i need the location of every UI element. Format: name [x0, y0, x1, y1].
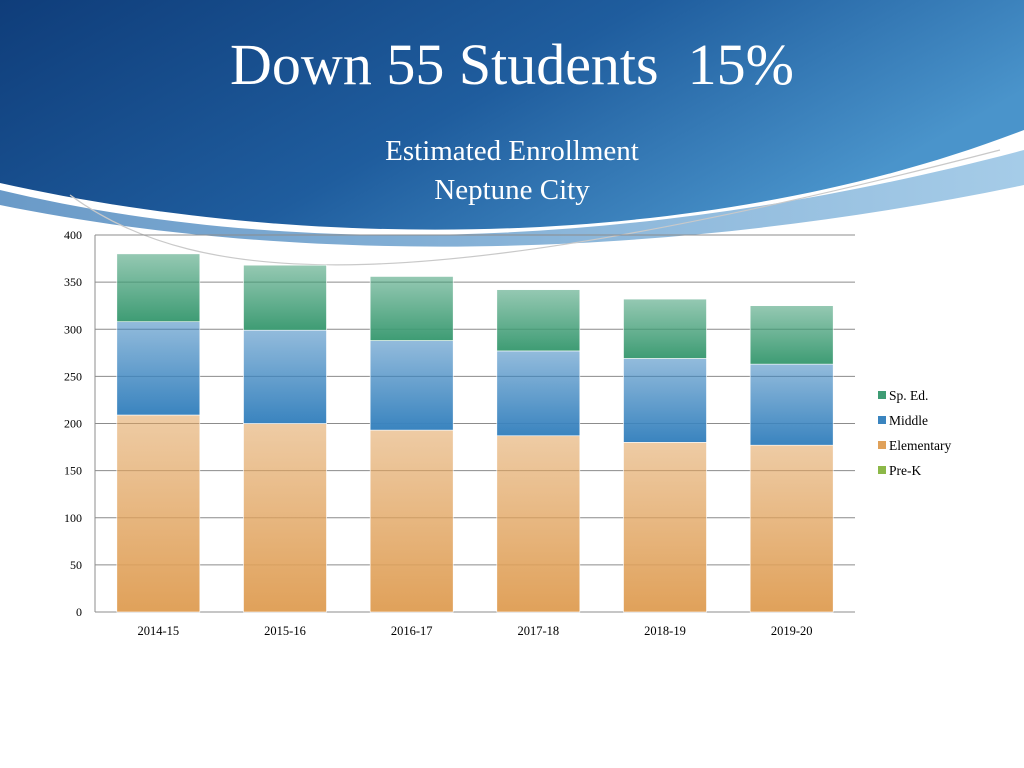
bar-stacks: [116, 253, 834, 613]
legend: Sp. Ed. Middle Elementary Pre-K: [878, 388, 951, 478]
y-tick-label: 50: [70, 558, 82, 572]
legend-swatch: [878, 416, 886, 424]
x-tick-label: 2016-17: [391, 624, 433, 638]
header-banner: [0, 0, 1024, 230]
y-tick-label: 250: [64, 369, 82, 383]
y-axis-ticks: 0 50 100 150 200 250 300 350 400: [64, 228, 82, 619]
y-tick-label: 200: [64, 417, 82, 431]
y-tick-label: 350: [64, 275, 82, 289]
slide-title: Down 55 Students 15%: [230, 32, 794, 97]
legend-swatch: [878, 466, 886, 474]
y-tick-label: 100: [64, 511, 82, 525]
legend-label: Pre-K: [889, 463, 921, 478]
y-tick-label: 150: [64, 464, 82, 478]
x-tick-label: 2019-20: [771, 624, 813, 638]
bar-segment-middle: [749, 363, 834, 446]
x-tick-label: 2015-16: [264, 624, 306, 638]
legend-swatch: [878, 441, 886, 449]
gridlines: [94, 234, 855, 613]
bar-segment-sp-ed-: [116, 253, 201, 323]
x-tick-label: 2014-15: [137, 624, 179, 638]
bar-segment-elementary: [369, 429, 454, 613]
bar-segment-middle: [243, 329, 327, 424]
bar-segment-elementary: [749, 444, 834, 613]
bar-segment-elementary: [496, 435, 581, 613]
bar-segment-elementary: [243, 423, 327, 613]
y-tick-label: 0: [76, 605, 82, 619]
bar-segment-sp-ed-: [623, 298, 707, 359]
bar-segment-sp-ed-: [749, 305, 834, 365]
legend-swatch: [878, 391, 886, 399]
bar-segment-middle: [496, 350, 581, 437]
bar-segment-middle: [369, 340, 454, 431]
x-axis-ticks: 2014-15 2015-16 2016-17 2017-18 2018-19 2019-…: [137, 624, 812, 638]
legend-label: Middle: [889, 413, 928, 428]
bar-segment-elementary: [116, 414, 201, 613]
y-tick-label: 400: [64, 228, 82, 242]
legend-label: Sp. Ed.: [889, 388, 928, 403]
bar-segment-middle: [116, 321, 201, 416]
x-tick-label: 2018-19: [644, 624, 686, 638]
y-tick-label: 300: [64, 322, 82, 336]
chart-subtitle: Neptune City: [434, 174, 590, 206]
header-swoosh-light: [0, 150, 1024, 247]
bar-segment-elementary: [623, 442, 707, 613]
header-arc-line: [69, 149, 1001, 266]
bar-segment-sp-ed-: [243, 264, 327, 331]
chart-title: Estimated Enrollment: [385, 135, 639, 167]
bar-segment-middle: [623, 358, 707, 443]
bar-segment-sp-ed-: [496, 289, 581, 352]
bar-segment-sp-ed-: [369, 276, 454, 341]
chart-title-block: Estimated Enrollment Neptune City: [0, 132, 1024, 210]
x-tick-label: 2017-18: [517, 624, 559, 638]
legend-label: Elementary: [889, 438, 951, 453]
